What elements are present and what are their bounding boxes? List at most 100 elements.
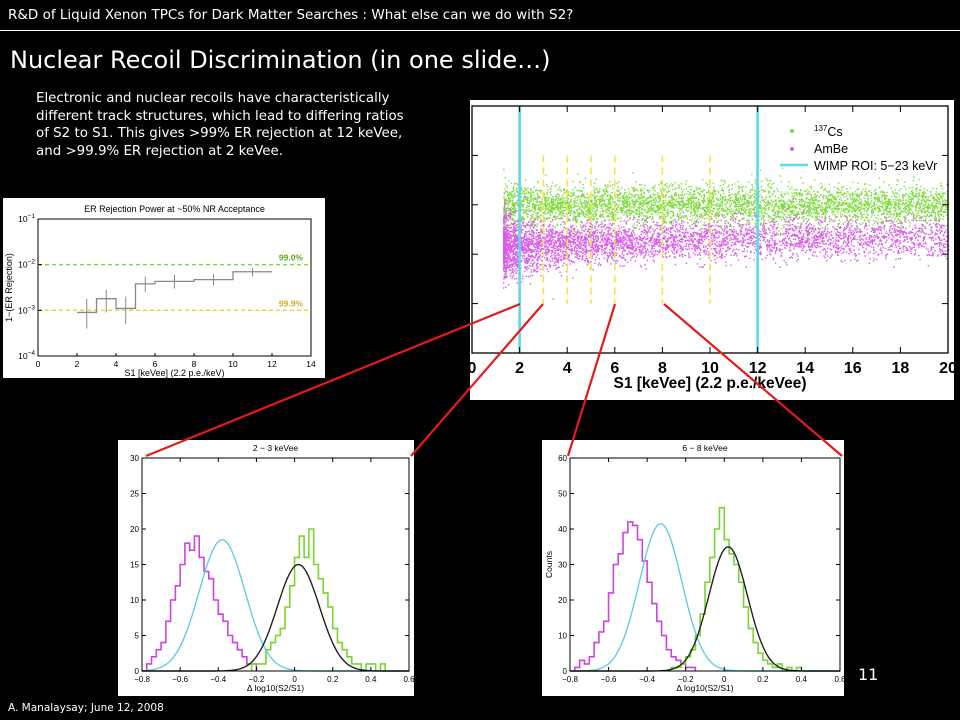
nr-point	[729, 234, 732, 236]
er-point	[521, 188, 523, 190]
er-point	[724, 210, 726, 213]
er-point	[799, 204, 802, 206]
er-point	[684, 204, 686, 207]
er-point	[657, 205, 660, 208]
er-point	[769, 203, 771, 205]
er-point	[681, 193, 683, 195]
er-point	[593, 188, 596, 191]
er-point	[555, 195, 558, 197]
er-point	[607, 194, 609, 196]
er-point	[887, 200, 889, 202]
er-point	[580, 201, 582, 204]
er-point	[766, 213, 768, 215]
nr-point	[504, 276, 506, 278]
er-point	[767, 184, 769, 186]
er-point	[608, 200, 610, 202]
er-point	[678, 217, 680, 220]
nr-point	[850, 237, 852, 239]
er-point	[699, 202, 701, 204]
er-point	[683, 194, 686, 196]
er-point	[563, 188, 566, 190]
er-point	[557, 202, 559, 205]
er-point	[573, 191, 575, 193]
er-point	[559, 202, 562, 205]
er-point	[898, 198, 900, 201]
er-point	[651, 213, 653, 216]
nr-point	[669, 230, 671, 232]
er-point	[622, 197, 624, 200]
er-point	[910, 198, 912, 201]
er-point	[771, 187, 773, 190]
er-point	[544, 207, 547, 209]
er-point	[643, 209, 646, 212]
er-point	[853, 209, 855, 211]
nr-point	[622, 251, 624, 253]
nr-point	[505, 218, 507, 220]
er-point	[940, 205, 942, 208]
er-point	[942, 193, 944, 195]
er-point	[662, 188, 664, 191]
er-point	[631, 186, 633, 189]
er-point	[557, 205, 559, 208]
er-point	[815, 203, 817, 206]
er-point	[807, 189, 809, 191]
er-point	[510, 193, 513, 196]
er-point	[920, 219, 923, 221]
nr-point	[696, 225, 698, 227]
er-point	[663, 206, 665, 209]
er-point	[612, 200, 614, 203]
er-point	[907, 206, 910, 208]
er-point	[653, 186, 656, 189]
er-point	[609, 207, 612, 209]
er-point	[845, 202, 848, 204]
nr-point	[720, 232, 723, 235]
er-point	[675, 204, 678, 206]
er-point	[875, 193, 877, 196]
er-point	[723, 196, 725, 199]
er-point	[545, 200, 547, 202]
er-point	[566, 213, 568, 215]
er-point	[547, 198, 549, 200]
er-point	[579, 196, 581, 198]
er-point	[754, 193, 756, 195]
er-point	[579, 181, 581, 184]
er-point	[763, 191, 765, 193]
er-point	[799, 203, 801, 206]
er-point	[856, 188, 858, 191]
er-point	[926, 200, 928, 202]
nr-point	[700, 227, 702, 230]
er-point	[858, 187, 860, 190]
er-point	[836, 210, 838, 212]
er-point	[901, 202, 904, 205]
er-point	[584, 215, 586, 218]
er-point	[509, 197, 511, 200]
nr-point	[555, 244, 557, 247]
er-point	[751, 218, 754, 220]
er-point	[681, 207, 683, 209]
er-point	[559, 211, 562, 213]
er-point	[863, 208, 866, 210]
er-point	[550, 206, 553, 208]
er-point	[511, 210, 513, 213]
er-point	[546, 208, 548, 211]
er-point	[525, 193, 527, 195]
er-point	[503, 196, 505, 198]
nr-point	[540, 275, 542, 277]
er-point	[938, 218, 940, 221]
er-point	[941, 187, 944, 190]
er-point	[778, 199, 780, 201]
er-point	[783, 210, 785, 212]
er-point	[686, 202, 688, 205]
er-point	[808, 185, 811, 188]
er-point	[660, 208, 663, 210]
er-point	[702, 200, 705, 202]
nr-point	[602, 239, 604, 241]
er-point	[742, 194, 744, 197]
er-point	[548, 204, 551, 206]
er-point	[873, 201, 875, 203]
er-point	[682, 189, 685, 191]
er-point	[939, 209, 942, 211]
er-point	[742, 190, 744, 193]
er-point	[584, 177, 587, 180]
er-point	[740, 207, 743, 210]
